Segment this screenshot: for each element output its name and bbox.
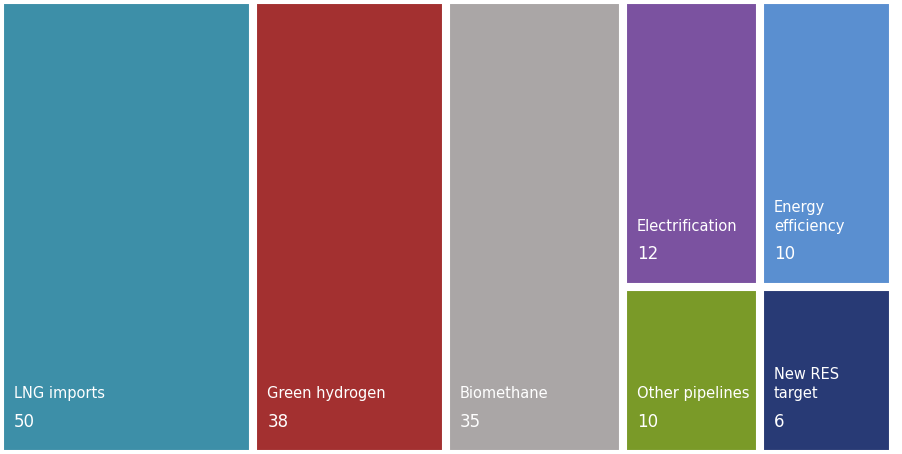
Text: Energy
efficiency: Energy efficiency xyxy=(774,200,844,234)
Text: 35: 35 xyxy=(460,413,481,430)
Bar xyxy=(449,3,621,451)
Text: Biomethane: Biomethane xyxy=(460,386,548,401)
Bar xyxy=(626,290,757,451)
Text: New RES
target: New RES target xyxy=(774,367,839,401)
Bar xyxy=(763,290,890,451)
Bar xyxy=(3,3,251,451)
Text: Green hydrogen: Green hydrogen xyxy=(267,386,386,401)
Text: Electrification: Electrification xyxy=(637,219,738,234)
Text: LNG imports: LNG imports xyxy=(14,386,105,401)
Text: Other pipelines: Other pipelines xyxy=(637,386,750,401)
Bar xyxy=(626,3,757,284)
Text: 10: 10 xyxy=(774,245,795,263)
Text: 6: 6 xyxy=(774,413,785,430)
Text: 50: 50 xyxy=(14,413,35,430)
Text: 38: 38 xyxy=(267,413,289,430)
Text: 12: 12 xyxy=(637,245,658,263)
Text: 10: 10 xyxy=(637,413,658,430)
Bar xyxy=(763,3,890,284)
Bar xyxy=(256,3,443,451)
